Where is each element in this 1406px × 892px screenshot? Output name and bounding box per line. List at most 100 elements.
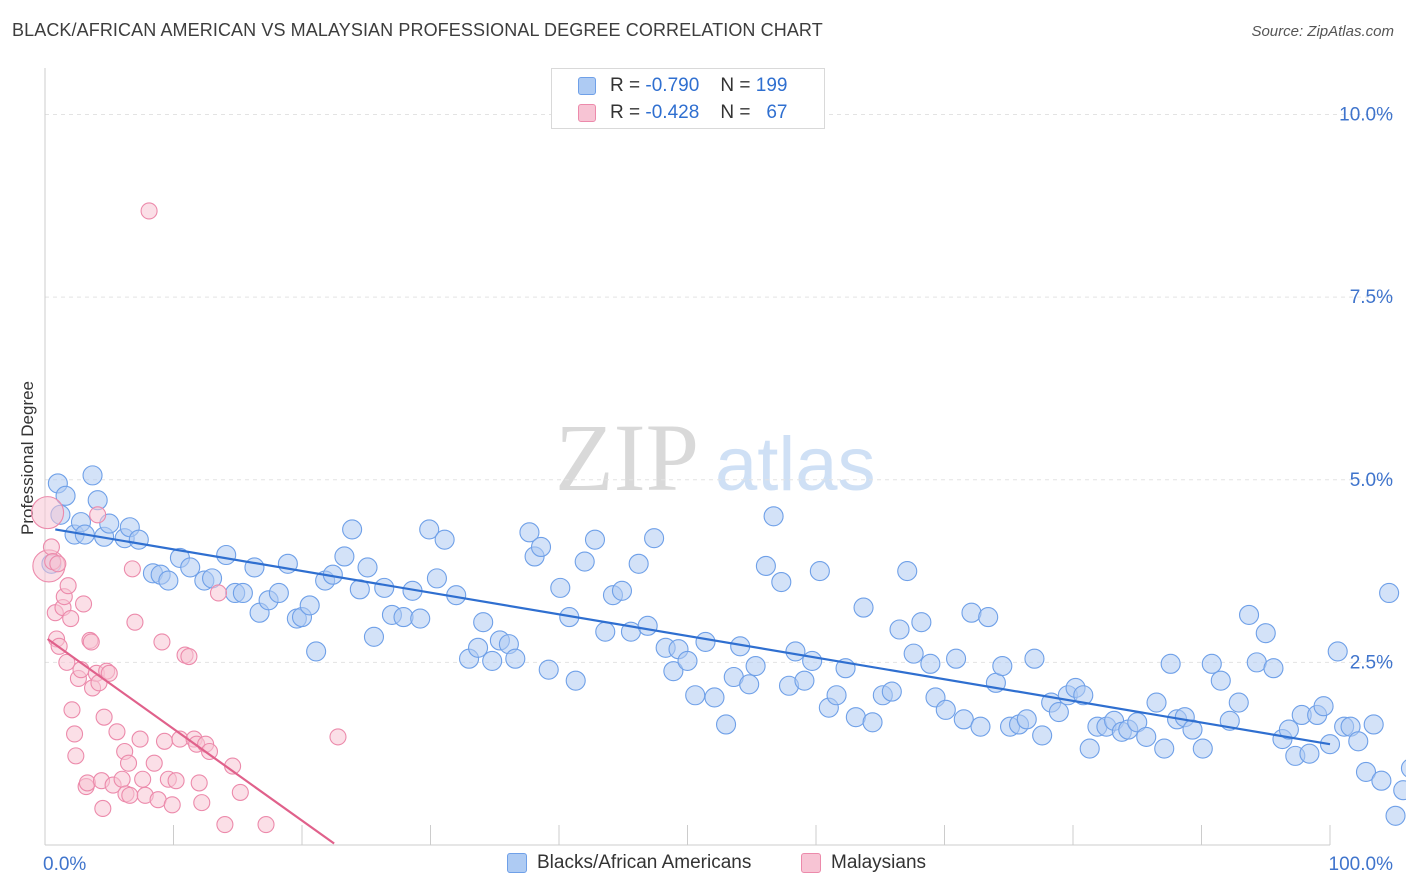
blacks-point <box>1313 696 1334 717</box>
blacks-point <box>637 615 658 636</box>
malaysians-point <box>123 560 141 578</box>
blacks-point <box>1016 709 1037 730</box>
blacks-point <box>1073 685 1094 706</box>
malaysians-point <box>155 732 174 750</box>
blacks-point <box>574 551 595 572</box>
malaysians-point <box>167 772 185 790</box>
watermark: ZIP atlas <box>555 404 876 511</box>
blacks-point <box>978 607 999 628</box>
blacks-point <box>1160 653 1181 674</box>
blacks-point <box>1210 670 1231 691</box>
y-tick-label: 10.0% <box>1339 105 1393 126</box>
malaysians-point <box>145 754 163 772</box>
malaysians-point <box>58 653 76 671</box>
legend-swatch-pink <box>578 104 596 122</box>
blacks-point <box>419 519 440 540</box>
blacks-point <box>1032 725 1053 746</box>
blacks-trend-line <box>55 528 1331 746</box>
y-tick-label: 7.5% <box>1350 287 1393 308</box>
blacks-point <box>745 655 766 677</box>
malaysians-point <box>31 496 65 530</box>
malaysians-point <box>190 774 208 792</box>
blacks-point <box>1201 653 1222 674</box>
blacks-point <box>216 544 237 566</box>
blacks-point <box>530 536 552 558</box>
malaysians-point <box>95 708 113 726</box>
malaysians-point <box>231 783 249 801</box>
malaysians-point <box>126 613 144 631</box>
blacks-point <box>1400 759 1406 778</box>
x-tick-label-max: 100.0% <box>1329 854 1394 875</box>
blacks-point <box>1348 731 1369 752</box>
blacks-point <box>785 641 806 662</box>
blacks-point <box>1355 761 1377 783</box>
source-attribution: Source: ZipAtlas.com <box>1251 23 1394 40</box>
blacks-point <box>911 612 932 633</box>
malaysians-point <box>49 555 67 573</box>
blacks-point <box>715 714 737 735</box>
legend-text-blacks: R = -0.790 N = 199 <box>610 75 787 97</box>
malaysians-point <box>200 742 219 761</box>
series-blacks-points <box>41 465 1406 826</box>
malaysians-point <box>82 633 100 651</box>
blacks-point <box>628 553 649 574</box>
blacks-point <box>595 621 616 642</box>
blacks-point <box>1379 582 1400 604</box>
blacks-point <box>158 570 179 591</box>
blacks-point <box>1146 692 1167 713</box>
n-value-blacks: 199 <box>755 75 788 96</box>
blacks-point <box>862 712 883 733</box>
blacks-point <box>771 571 792 593</box>
blacks-point <box>920 653 941 674</box>
legend-swatch-blue <box>578 77 596 95</box>
blacks-point <box>180 557 201 578</box>
n-value-malaysians: 67 <box>766 102 788 123</box>
blacks-point <box>903 643 924 664</box>
axes <box>44 68 1331 846</box>
blacks-point <box>1154 738 1175 759</box>
malaysians-point <box>257 815 275 834</box>
n-label: N = <box>720 75 751 96</box>
tick-labels: 2.5% 5.0% 7.5% 10.0% 0.0% 100.0% <box>43 105 1393 875</box>
malaysians-point <box>59 577 77 595</box>
r-value-malaysians: -0.428 <box>645 102 700 123</box>
blacks-point <box>1079 738 1100 759</box>
bottom-legend-label-blacks: Blacks/African Americans <box>537 852 752 873</box>
r-label: R = <box>610 102 641 123</box>
blacks-point <box>1192 738 1213 759</box>
malaysians-point <box>108 723 126 741</box>
legend-text-malaysians: R = -0.428 N = 67 <box>610 102 787 124</box>
blacks-point <box>685 685 706 706</box>
blacks-point <box>505 648 526 669</box>
blacks-point <box>853 597 874 618</box>
blacks-point <box>897 561 918 582</box>
blacks-point <box>342 519 363 540</box>
malaysians-point <box>153 633 171 651</box>
malaysians-point <box>119 754 138 772</box>
malaysians-point <box>66 725 84 743</box>
blacks-point <box>1393 780 1406 801</box>
malaysians-point <box>134 770 152 788</box>
blacks-point <box>970 716 991 737</box>
blacks-point <box>1385 805 1406 826</box>
blacks-point <box>946 648 967 669</box>
r-value-blacks: -0.790 <box>645 75 700 96</box>
blacks-point <box>434 529 455 550</box>
blacks-point <box>739 674 760 695</box>
malaysians-point <box>140 202 158 220</box>
watermark-zip: ZIP <box>555 404 699 511</box>
blacks-point <box>565 670 586 691</box>
malaysians-point <box>75 595 93 613</box>
blacks-point <box>1363 714 1384 735</box>
blacks-point <box>82 465 103 486</box>
series-malaysians-points <box>31 202 347 834</box>
blacks-point <box>1246 652 1267 673</box>
blacks-point <box>55 485 76 506</box>
blacks-point <box>410 608 431 629</box>
blacks-point <box>695 631 716 652</box>
malaysians-point <box>62 610 80 628</box>
blacks-point <box>473 612 494 633</box>
malaysians-point <box>329 728 347 746</box>
n-label: N = <box>720 102 751 123</box>
